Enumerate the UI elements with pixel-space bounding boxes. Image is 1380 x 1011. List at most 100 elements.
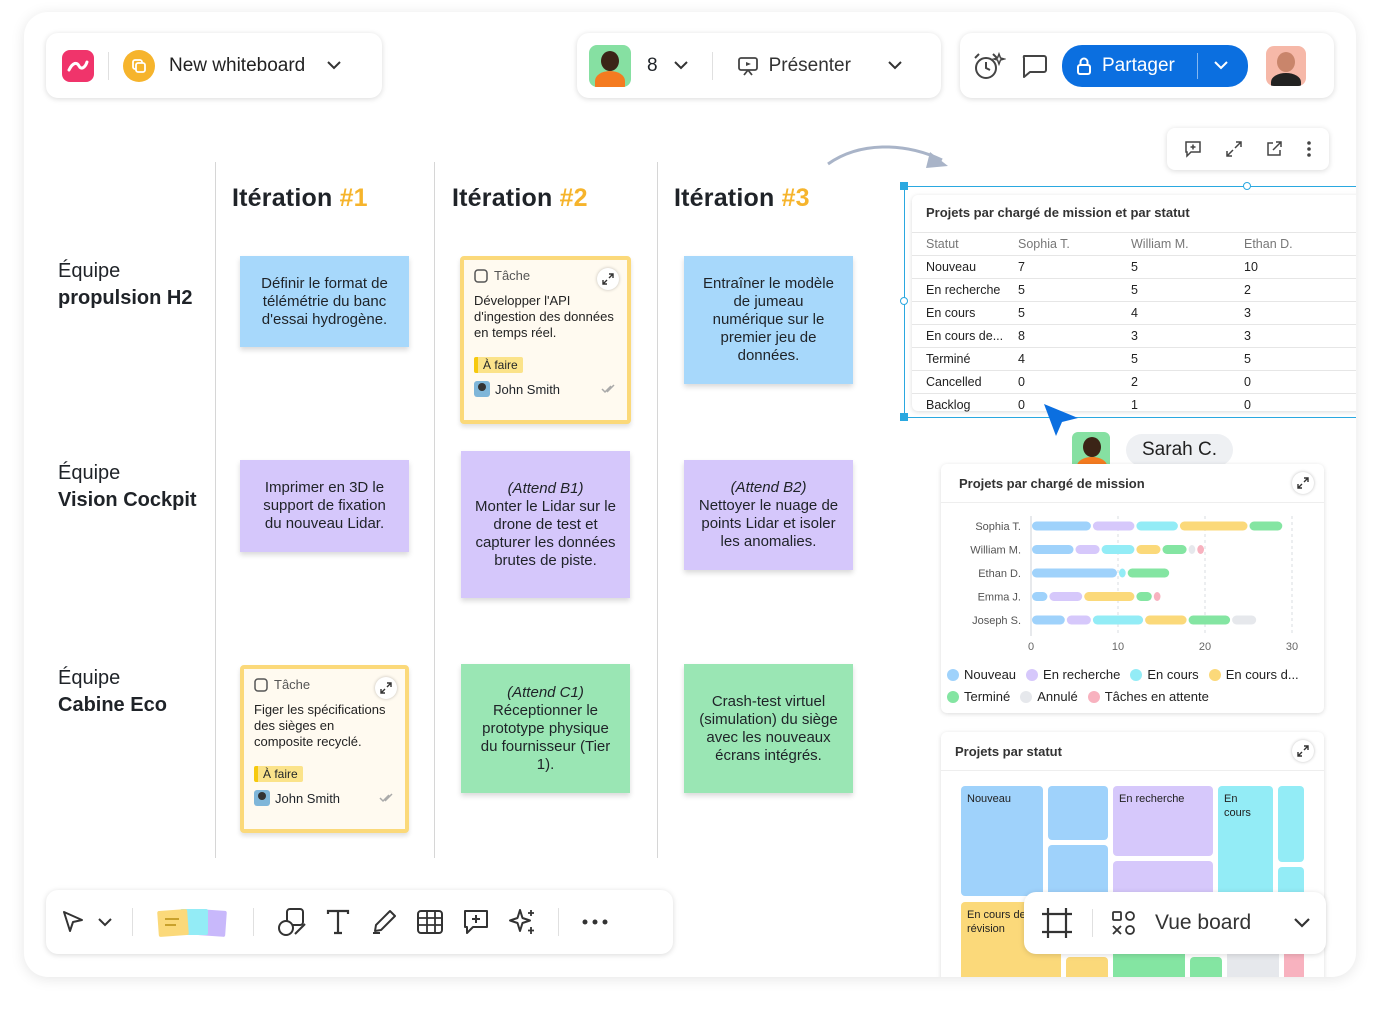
legend-item[interactable]: En recherche bbox=[1026, 667, 1120, 682]
selection-handle[interactable] bbox=[1243, 182, 1251, 190]
more-vertical-icon[interactable] bbox=[1306, 140, 1312, 158]
bar-segment[interactable] bbox=[1084, 592, 1135, 601]
shapes-icon[interactable] bbox=[274, 904, 310, 940]
expand-icon[interactable] bbox=[597, 268, 619, 290]
sticky-note[interactable]: Imprimer en 3D le support de fixation du… bbox=[240, 460, 409, 552]
present-button[interactable]: Présenter bbox=[737, 55, 851, 77]
bar-segment[interactable] bbox=[1032, 592, 1048, 601]
comment-add-icon[interactable] bbox=[458, 904, 494, 940]
legend-item[interactable]: Annulé bbox=[1020, 689, 1078, 704]
bar-chart-card[interactable]: Projets par chargé de mission 0 10 20 30 Sop… bbox=[941, 464, 1324, 713]
bar-segment[interactable] bbox=[1136, 592, 1152, 601]
bar-segment[interactable] bbox=[1032, 615, 1065, 625]
task-card[interactable]: Tâche Développer l'API d'ingestion des d… bbox=[460, 256, 631, 424]
legend-item[interactable]: En cours bbox=[1130, 667, 1199, 682]
task-assignee[interactable]: John Smith bbox=[254, 790, 395, 806]
treemap-tile[interactable]: En recherche bbox=[1113, 786, 1213, 856]
app-logo-icon[interactable] bbox=[62, 49, 94, 82]
bar-segment[interactable] bbox=[1179, 521, 1248, 531]
column-header[interactable]: Ethan D. bbox=[1230, 232, 1356, 256]
add-comment-icon[interactable] bbox=[1184, 140, 1202, 158]
treemap-tile[interactable] bbox=[1190, 957, 1222, 977]
treemap-tile[interactable] bbox=[1284, 947, 1304, 977]
frame-icon[interactable] bbox=[1040, 906, 1074, 940]
expand-icon[interactable] bbox=[375, 677, 397, 699]
bar-chart[interactable]: 0 10 20 30 Sophia T. William M. Ethan D. Emma J… bbox=[941, 506, 1324, 654]
pen-icon[interactable] bbox=[366, 904, 402, 940]
sticky-note[interactable]: Définir le format de télémétrie du banc … bbox=[240, 256, 409, 347]
expand-icon[interactable] bbox=[1225, 140, 1243, 158]
sticky-note[interactable]: (Attend B2) Nettoyer le nuage de points L… bbox=[684, 460, 853, 570]
treemap-tile[interactable] bbox=[1113, 861, 1213, 897]
board-title[interactable]: New whiteboard bbox=[169, 54, 306, 76]
bar-segment[interactable] bbox=[1101, 545, 1135, 554]
treemap-tile[interactable] bbox=[1048, 845, 1108, 897]
column-header[interactable]: Statut bbox=[912, 232, 1004, 256]
chevron-down-icon[interactable] bbox=[888, 61, 902, 70]
status-badge[interactable]: À faire bbox=[474, 357, 523, 373]
select-tool[interactable] bbox=[60, 909, 112, 935]
bar-segment[interactable] bbox=[1188, 615, 1231, 625]
sticky-note[interactable]: Entraîner le modèle de jumeau numérique … bbox=[684, 256, 853, 384]
share-button[interactable]: Partager bbox=[1062, 44, 1248, 87]
task-assignee[interactable]: John Smith bbox=[474, 381, 617, 397]
task-card[interactable]: Tâche Figer les spécifications des siège… bbox=[240, 665, 409, 833]
selection-handle[interactable] bbox=[900, 413, 908, 421]
legend-item[interactable]: Tâches en attente bbox=[1087, 689, 1209, 704]
bar-segment[interactable] bbox=[1092, 615, 1144, 625]
view-switcher[interactable]: Vue board bbox=[1024, 892, 1326, 954]
bar-segment[interactable] bbox=[1232, 615, 1257, 625]
bar-segment[interactable] bbox=[1119, 568, 1126, 578]
chevron-down-icon[interactable] bbox=[98, 917, 112, 927]
table-row[interactable]: Terminé 4 5 5 bbox=[912, 347, 1356, 371]
legend-item[interactable]: En cours d... bbox=[1208, 667, 1299, 682]
bar-segment[interactable] bbox=[1032, 568, 1117, 578]
bar-segment[interactable] bbox=[1049, 592, 1083, 601]
bar-segment[interactable] bbox=[1188, 545, 1196, 554]
chevron-down-icon[interactable] bbox=[327, 61, 341, 70]
table-row[interactable]: En cours 5 4 3 bbox=[912, 301, 1356, 325]
more-horizontal-icon[interactable] bbox=[577, 904, 613, 940]
bar-segment[interactable] bbox=[1249, 521, 1283, 531]
column-header[interactable]: William M. bbox=[1117, 232, 1230, 256]
bar-segment[interactable] bbox=[1032, 545, 1074, 554]
sticky-note[interactable]: (Attend C1) Réceptionner le prototype phy… bbox=[461, 664, 630, 793]
timer-reactions-icon[interactable] bbox=[972, 50, 1006, 82]
legend-item[interactable]: Nouveau bbox=[947, 667, 1016, 682]
bar-segment[interactable] bbox=[1162, 545, 1187, 554]
chevron-down-icon[interactable] bbox=[673, 61, 688, 70]
connector-arrow[interactable] bbox=[824, 138, 954, 178]
table-card[interactable]: Projets par chargé de mission et par sta… bbox=[912, 195, 1356, 417]
treemap-tile[interactable] bbox=[1048, 786, 1108, 840]
bar-segment[interactable] bbox=[1092, 521, 1135, 531]
whiteboard-canvas[interactable]: New whiteboard 8 Présenter bbox=[24, 12, 1356, 977]
selection-handle[interactable] bbox=[900, 297, 908, 305]
table-row[interactable]: Backlog 0 1 0 bbox=[912, 393, 1356, 417]
bar-segment[interactable] bbox=[1197, 545, 1204, 554]
open-external-icon[interactable] bbox=[1265, 140, 1283, 158]
text-icon[interactable] bbox=[320, 904, 356, 940]
treemap-tile[interactable]: En cours bbox=[1218, 786, 1273, 896]
bar-segment[interactable] bbox=[1153, 592, 1161, 601]
treemap-tile[interactable] bbox=[1278, 786, 1304, 862]
bar-segment[interactable] bbox=[1145, 615, 1187, 625]
user-avatar[interactable] bbox=[1266, 45, 1306, 86]
table-row[interactable]: Cancelled 0 2 0 bbox=[912, 370, 1356, 394]
bar-segment[interactable] bbox=[1032, 521, 1091, 531]
expand-icon[interactable] bbox=[1292, 472, 1314, 494]
chevron-down-icon[interactable] bbox=[1214, 61, 1228, 70]
treemap-tile[interactable] bbox=[1066, 957, 1108, 977]
expand-icon[interactable] bbox=[1292, 740, 1314, 762]
treemap-tile[interactable]: Nouveau bbox=[961, 786, 1043, 896]
chevron-down-icon[interactable] bbox=[1294, 918, 1310, 928]
bar-segment[interactable] bbox=[1066, 615, 1091, 625]
table-icon[interactable] bbox=[412, 904, 448, 940]
status-badge[interactable]: À faire bbox=[254, 766, 303, 782]
comment-icon[interactable] bbox=[1020, 53, 1048, 79]
sticky-notes-icon[interactable] bbox=[153, 902, 233, 942]
sticky-note[interactable]: (Attend B1) Monter le Lidar sur le drone … bbox=[461, 451, 630, 598]
treemap-tile[interactable] bbox=[1113, 950, 1185, 977]
bar-segment[interactable] bbox=[1136, 545, 1161, 554]
bar-segment[interactable] bbox=[1075, 545, 1100, 554]
bar-segment[interactable] bbox=[1136, 521, 1178, 531]
